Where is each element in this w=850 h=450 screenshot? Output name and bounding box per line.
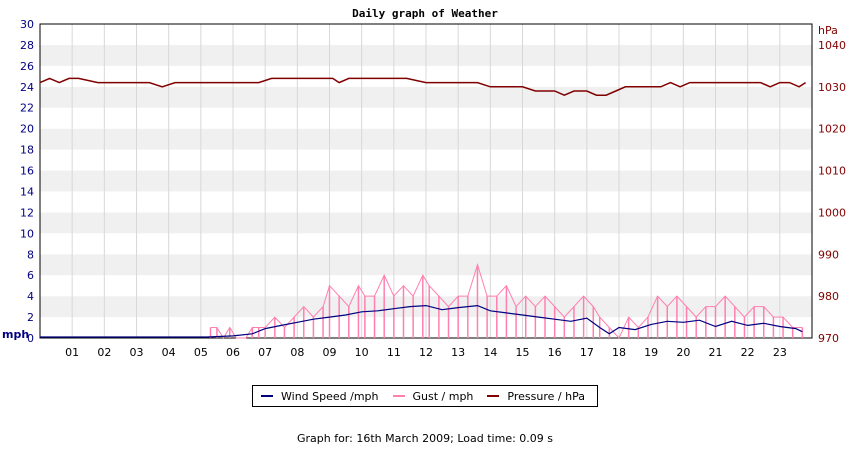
left-tick-label: 26: [20, 60, 34, 73]
right-tick-label: 990: [818, 248, 839, 261]
legend-swatch-gust: [392, 395, 405, 397]
x-tick-label: 17: [580, 346, 594, 359]
x-tick-label: 03: [130, 346, 144, 359]
legend: Wind Speed /mph Gust / mph Pressure / hP…: [252, 385, 598, 407]
x-tick-label: 11: [387, 346, 401, 359]
series-gust: [210, 262, 803, 339]
left-tick-label: 6: [27, 269, 34, 282]
series-layer: [39, 77, 807, 339]
x-tick-label: 21: [709, 346, 723, 359]
right-tick-label: 1000: [818, 206, 846, 219]
right-axis-ticks: 970 980 990 1000 1010 1020 1030 1040: [818, 39, 846, 345]
x-tick-label: 14: [483, 346, 497, 359]
left-tick-label: 28: [20, 39, 34, 52]
left-tick-label: 4: [27, 290, 34, 303]
legend-item-gust: Gust / mph: [392, 389, 474, 403]
left-tick-label: 14: [20, 185, 34, 198]
legend-label-gust: Gust / mph: [412, 389, 474, 403]
x-tick-label: 04: [162, 346, 176, 359]
left-axis-unit: mph: [2, 328, 29, 341]
x-tick-label: 22: [741, 346, 755, 359]
x-gridlines: [71, 24, 781, 338]
legend-item-wind: Wind Speed /mph: [261, 390, 379, 403]
left-tick-label: 18: [20, 144, 34, 157]
right-tick-label: 970: [818, 332, 839, 345]
left-tick-label: 22: [20, 102, 34, 115]
plot-frame: [39, 23, 813, 339]
left-tick-label: 2: [27, 311, 34, 324]
left-tick-label: 16: [20, 165, 34, 178]
x-tick-label: 06: [226, 346, 240, 359]
right-axis-unit: hPa: [818, 24, 838, 37]
legend-item-pressure: Pressure / hPa: [487, 390, 585, 403]
x-tick-label: 15: [516, 346, 530, 359]
x-tick-label: 05: [194, 346, 208, 359]
chart-title: Daily graph of Weather: [352, 7, 498, 20]
left-tick-label: 8: [27, 248, 34, 261]
footer-status: Graph for: 16th March 2009; Load time: 0…: [296, 432, 554, 445]
x-tick-label: 18: [612, 346, 626, 359]
right-tick-label: 1010: [818, 165, 846, 178]
x-tick-label: 13: [451, 346, 465, 359]
x-tick-label: 10: [355, 346, 369, 359]
left-tick-label: 10: [20, 227, 34, 240]
left-tick-label: 0: [27, 332, 34, 345]
x-tick-label: 12: [419, 346, 433, 359]
x-tick-label: 02: [97, 346, 111, 359]
x-tick-label: 01: [65, 346, 79, 359]
left-tick-label: 24: [20, 81, 34, 94]
right-tick-label: 1040: [818, 39, 846, 52]
x-tick-label: 07: [258, 346, 272, 359]
x-tick-label: 16: [548, 346, 562, 359]
legend-swatch-pressure: [487, 395, 500, 397]
x-tick-label: 19: [644, 346, 658, 359]
x-tick-label: 08: [290, 346, 304, 359]
left-tick-label: 12: [20, 206, 34, 219]
x-tick-label: 23: [773, 346, 787, 359]
right-tick-label: 1020: [818, 123, 846, 136]
x-tick-label: 20: [676, 346, 690, 359]
x-axis-ticks: 01 02 03 04 05 06 07 08 09 10 11 12 13 14 15 16 17 18 19 20…: [65, 346, 787, 359]
right-tick-label: 1030: [818, 81, 846, 94]
x-tick-label: 09: [323, 346, 337, 359]
left-tick-label: 30: [20, 18, 34, 31]
series-wind-speed: [40, 304, 803, 338]
series-pressure: [39, 77, 807, 97]
left-tick-label: 20: [20, 123, 34, 136]
legend-label-pressure: Pressure / hPa: [507, 389, 585, 403]
legend-label-wind: Wind Speed /mph: [281, 389, 379, 403]
right-tick-label: 980: [818, 290, 839, 303]
legend-swatch-wind: [261, 395, 273, 397]
